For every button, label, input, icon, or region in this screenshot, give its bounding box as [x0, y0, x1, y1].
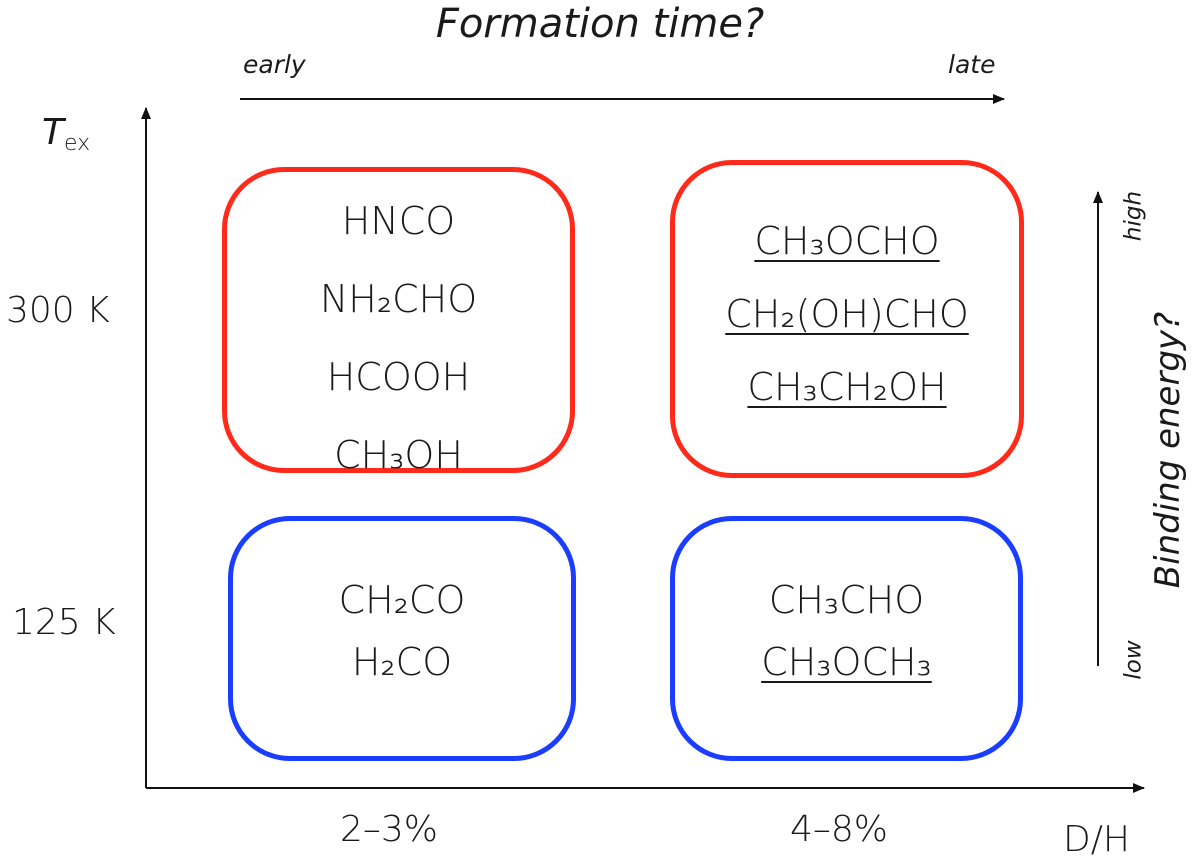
molecule-text: H₂CO — [351, 640, 453, 684]
y-tick-300k: 300 K — [6, 290, 110, 331]
x-axis-label: D/H — [1063, 819, 1130, 860]
molecule-ch3ocho: CH₃OCHO — [675, 205, 1019, 278]
molecule-hnco: HNCO — [227, 182, 570, 260]
molecule-text: NH₂CHO — [319, 277, 478, 321]
binding-low-label: low — [1120, 640, 1147, 680]
molecule-ch2co: CH₂CO — [233, 569, 571, 631]
molecule-nh2cho: NH₂CHO — [227, 260, 570, 338]
molecule-ch3oh: CH₃OH — [227, 416, 570, 494]
binding-energy-label: Binding energy? — [1148, 311, 1188, 589]
molecule-list-hot-late: CH₃OCHO CH₂(OH)CHO CH₃CH₂OH — [675, 205, 1019, 424]
molecule-text: CH₃OCHO — [754, 219, 940, 263]
early-label: early — [243, 50, 306, 79]
molecule-text: CH₂(OH)CHO — [725, 292, 969, 336]
molecule-text: CH₂CO — [338, 578, 466, 622]
box-cold-early: CH₂CO H₂CO — [228, 516, 576, 761]
molecule-ch3ch2oh: CH₃CH₂OH — [675, 351, 1019, 424]
molecule-text: CH₃OCH₃ — [761, 640, 932, 684]
x-tick-2-3pct: 2–3% — [340, 809, 439, 850]
y-axis-symbol: T — [42, 112, 64, 153]
box-cold-late: CH₃CHO CH₃OCH₃ — [670, 516, 1023, 761]
x-tick-4-8pct: 4–8% — [790, 809, 889, 850]
molecule-list-cold-early: CH₂CO H₂CO — [233, 569, 571, 693]
molecule-text: CH₃CH₂OH — [747, 365, 947, 409]
molecule-list-hot-early: HNCO NH₂CHO HCOOH CH₃OH — [227, 182, 570, 494]
molecule-h2co: H₂CO — [233, 631, 571, 693]
molecule-text: HNCO — [341, 199, 456, 243]
molecule-hcooh: HCOOH — [227, 338, 570, 416]
molecule-ch3och3: CH₃OCH₃ — [675, 631, 1018, 693]
late-label: late — [948, 50, 996, 79]
binding-high-label: high — [1120, 190, 1147, 242]
y-axis-label: Tex — [42, 115, 90, 155]
molecule-text: CH₃OH — [334, 433, 463, 477]
molecule-text: CH₃CHO — [768, 578, 925, 622]
molecule-ch2ohcho: CH₂(OH)CHO — [675, 278, 1019, 351]
box-hot-late: CH₃OCHO CH₂(OH)CHO CH₃CH₂OH — [670, 160, 1024, 478]
molecule-text: HCOOH — [326, 355, 471, 399]
molecule-ch3cho: CH₃CHO — [675, 569, 1018, 631]
y-tick-125k: 125 K — [12, 602, 116, 643]
diagram-title: Formation time? — [435, 1, 765, 47]
box-hot-early: HNCO NH₂CHO HCOOH CH₃OH — [222, 167, 575, 477]
molecule-list-cold-late: CH₃CHO CH₃OCH₃ — [675, 569, 1018, 693]
y-axis-subscript: ex — [64, 131, 91, 156]
